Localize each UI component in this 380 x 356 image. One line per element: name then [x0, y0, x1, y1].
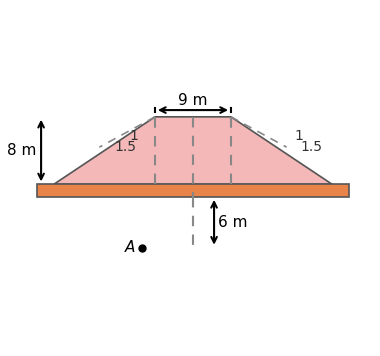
- Text: A: A: [125, 240, 136, 255]
- Text: 1.5: 1.5: [300, 140, 322, 154]
- Bar: [37, 184, 349, 197]
- Text: 9 m: 9 m: [178, 93, 208, 108]
- Text: 1: 1: [294, 129, 303, 143]
- Text: 1: 1: [130, 129, 138, 143]
- Text: 6 m: 6 m: [218, 215, 248, 230]
- Polygon shape: [54, 117, 332, 184]
- Text: 8 m: 8 m: [8, 143, 37, 158]
- Text: 1.5: 1.5: [114, 140, 136, 154]
